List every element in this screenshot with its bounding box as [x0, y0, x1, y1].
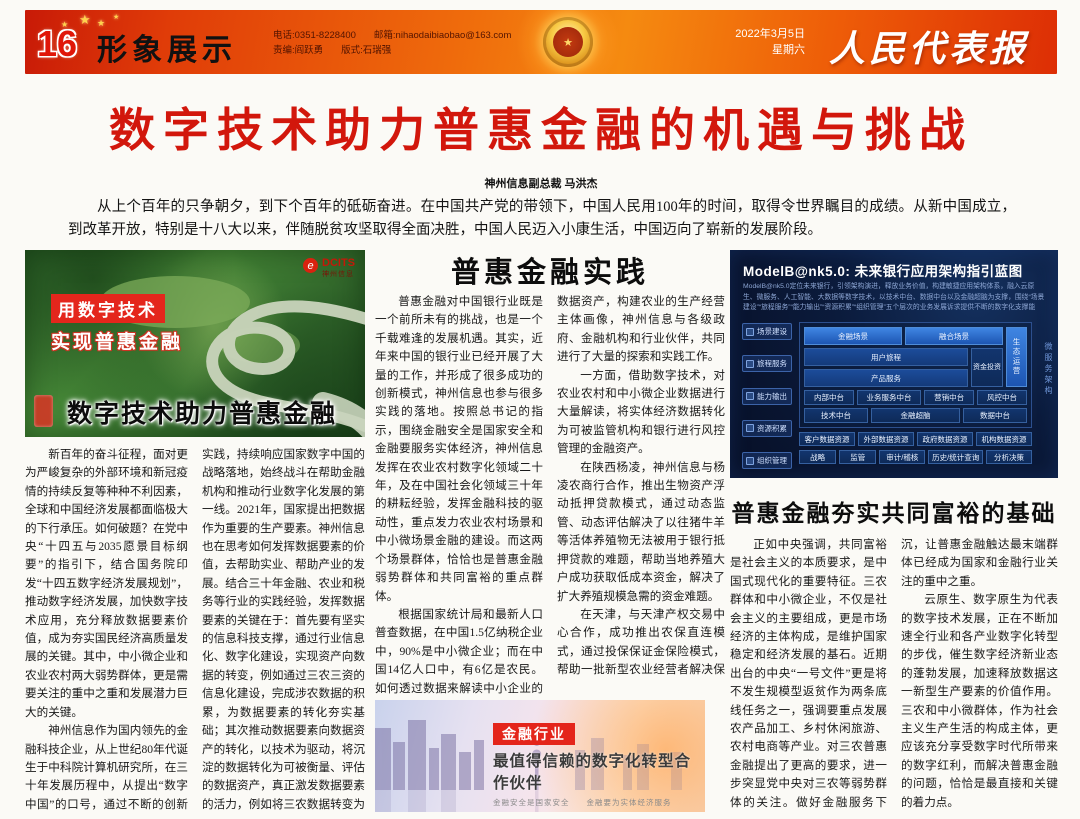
red-seal-stamp [34, 395, 53, 427]
blueprint-core-box: 金融场景 融合场景 用户旅程 产品服务 资金投资 生态运 [799, 322, 1032, 428]
resource-icon [746, 424, 754, 433]
editor-label: 责编:阎跃勇 [273, 45, 324, 56]
cell-analysis-decision: 分析决策 [986, 450, 1032, 464]
cell-regulation: 监管 [839, 450, 877, 464]
section-title: 形象展示 [97, 34, 237, 67]
cell-government-data: 政府数据资源 [917, 432, 973, 446]
cell-customer-data: 客户数据资源 [799, 432, 855, 446]
banner-badge: 金融行业 [493, 723, 575, 745]
email-label: 邮箱:nihaodaibiaobao@163.com [373, 30, 512, 41]
contact-info: 电话:0351-8228400 邮箱:nihaodaibiaobao@163.co… [273, 28, 529, 58]
blueprint-title: ModelB@nk5.0: 未来银行应用架构指引蓝图 [743, 264, 1023, 279]
main-headline: 数字技术助力普惠金融的机遇与挑战 [109, 104, 973, 156]
side-label-capability: 能力输出 [742, 387, 792, 405]
practice-article: 普惠金融对中国银行业既是一个前所未有的挑战，也是一个千载难逢的发展机遇。其实，近… [375, 293, 725, 700]
cell-audit: 审计/稽核 [879, 450, 926, 464]
cell-finance-scene: 金融场景 [804, 327, 902, 345]
left-article: 新百年的奋斗征程，面对更为严峻复杂的外部环境和新冠疫情的持续反复等种种不利因素，… [25, 446, 365, 815]
cell-capital-investment: 资金投资 [971, 348, 1003, 387]
banner-text-block: 金融行业 最值得信赖的数字化转型合作伙伴 金融安全是国家安全 金融要为实体经济服… [493, 723, 705, 808]
side-label-journey: 旅程服务 [742, 355, 792, 373]
left-article-text: 新百年的奋斗征程，面对更为严峻复杂的外部环境和新冠疫情的持续反复等种种不利因素，… [25, 448, 365, 811]
modelbank-blueprint-graphic: ModelB@nk5.0: 未来银行应用架构指引蓝图 ModelB@nk5.0定… [730, 250, 1058, 478]
dcits-logo: e DCITS 神州信息 [303, 258, 355, 279]
cell-internal-platform: 内部中台 [804, 390, 854, 405]
forest-river-photo: e DCITS 神州信息 用数字技术 实现普惠金融 数字技术助力普惠金融 [25, 250, 365, 437]
capability-icon [746, 392, 754, 400]
dcits-logo-subtext: 神州信息 [322, 271, 354, 278]
banner-subline: 金融安全是国家安全 金融要为实体经济服务 [493, 798, 672, 807]
cell-business-service-platform: 业务服务中台 [856, 390, 922, 405]
cell-tech-platform: 技术中台 [804, 408, 869, 423]
cell-history-query: 历史/统计查询 [928, 450, 984, 464]
star-icon: ★ [61, 20, 69, 29]
cell-institution-data: 机构数据资源 [976, 432, 1032, 446]
prosperity-article-text: 正如中央强调，共同富裕是社会主义的本质要求，是中国式现代化的重要特征。三农群体和… [730, 538, 1058, 809]
practice-section-title: 普惠金融实践 [450, 257, 649, 289]
star-icon: ★ [113, 13, 120, 21]
org-icon [746, 456, 754, 465]
cell-fusion-scene: 融合场景 [905, 327, 1003, 345]
prosperity-section-title: 普惠金融夯实共同富裕的基础 [731, 500, 1057, 526]
scene-icon [746, 327, 754, 336]
side-label-org: 组织管理 [742, 452, 792, 469]
intro-paragraph: 从上个百年的只争朝夕，到下个百年的砥砺奋进。在中国共产党的带领下，中国人民用10… [68, 199, 1016, 238]
blueprint-side-labels: 场景建设 旅程服务 能力输出 资源积累 组织管理 [742, 322, 792, 470]
page-number: 16 [37, 23, 78, 64]
slogan-line-2: 实现普惠金融 [51, 332, 184, 353]
star-icon: ★ [79, 12, 91, 27]
photo-slogan: 用数字技术 实现普惠金融 [51, 294, 183, 354]
cell-product-service: 产品服务 [804, 369, 968, 387]
side-label-scene: 场景建设 [742, 323, 792, 340]
photo-caption: 数字技术助力普惠金融 [67, 400, 338, 428]
phone-label: 电话:0351-8228400 [273, 30, 356, 41]
dcits-logo-text: DCITS [322, 257, 355, 269]
star-icon: ★ [97, 18, 106, 28]
publish-date: 2022年3月5日 [735, 28, 805, 40]
weekday: 星期六 [772, 44, 805, 56]
national-emblem-icon: ★ [543, 17, 593, 67]
masthead-bar: ★ ★ ★ ★ 16 形象展示 电话:0351-8228400 邮箱:nihaod… [25, 10, 1057, 74]
cell-risk-platform: 风控中台 [977, 390, 1027, 405]
side-label-resource: 资源积累 [742, 419, 792, 437]
cell-data-platform: 数据中台 [962, 408, 1027, 423]
microservice-arch-label: 微服务架构 [1044, 342, 1053, 397]
dcits-logo-icon: e [303, 258, 318, 273]
blueprint-diagram: 场景建设 旅程服务 能力输出 资源积累 组织管理 金融场景 融合场景 [742, 322, 1032, 470]
slogan-line-1: 用数字技术 [51, 294, 165, 323]
banner-headline: 最值得信赖的数字化转型合作伙伴 [493, 753, 692, 792]
cell-external-data: 外部数据资源 [858, 432, 914, 446]
cell-eco-operation: 生态运营 [1006, 327, 1027, 387]
newspaper-masthead: 人民代表报 [828, 29, 1029, 69]
blueprint-grid: 金融场景 融合场景 用户旅程 产品服务 资金投资 生态运 [799, 322, 1032, 470]
cell-strategy: 战略 [799, 450, 837, 464]
cell-user-journey: 用户旅程 [804, 348, 968, 366]
cell-marketing-platform: 营销中台 [924, 390, 975, 405]
cell-finance-brain: 金融超脑 [871, 408, 960, 423]
byline: 神州信息副总裁 马洪杰 [484, 178, 598, 190]
practice-article-text: 普惠金融对中国银行业既是一个前所未有的挑战，也是一个千载难逢的发展机遇。其实，近… [375, 295, 725, 695]
journey-icon [746, 359, 754, 368]
prosperity-article: 正如中央强调，共同富裕是社会主义的本质要求，是中国式现代化的重要特征。三农群体和… [730, 536, 1058, 815]
blueprint-description: ModelB@nk5.0定位未来银行，引领架构演进，释放业务价值，构建敏捷应用架… [743, 283, 1045, 311]
city-skyline-illustration [375, 720, 682, 812]
skyline-banner: 金融行业 最值得信赖的数字化转型合作伙伴 金融安全是国家安全 金融要为实体经济服… [375, 700, 705, 812]
date-block: 2022年3月5日 星期六 [735, 26, 805, 58]
layout-label: 版式:石瑞强 [341, 45, 392, 56]
